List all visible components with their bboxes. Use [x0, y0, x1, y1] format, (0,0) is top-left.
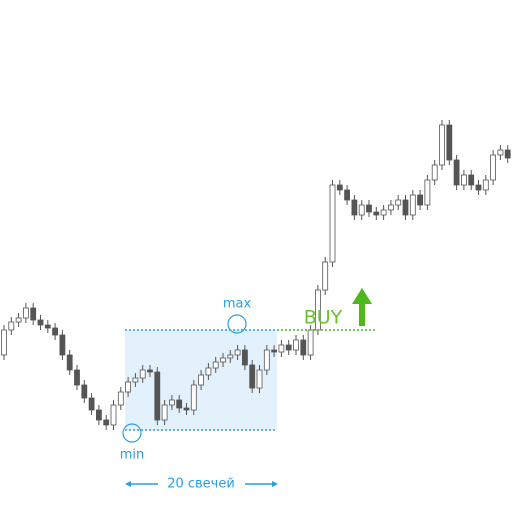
candle-body: [417, 194, 424, 206]
candle-body: [271, 349, 278, 353]
candle-body: [395, 199, 402, 206]
candle-body: [482, 179, 489, 191]
candle-body: [285, 344, 292, 351]
candle-body: [358, 204, 365, 216]
candle-body: [147, 369, 153, 373]
candle-body: [409, 194, 416, 216]
candle-body: [439, 124, 445, 166]
period-label: 20 свечей: [167, 477, 235, 492]
candle-body: [249, 364, 256, 389]
candle-body: [37, 319, 44, 326]
candle-body: [497, 149, 504, 156]
candle-body: [431, 164, 438, 181]
candle-body: [307, 329, 314, 356]
candle-body: [176, 399, 183, 409]
max-label: max: [223, 297, 252, 312]
candle-body: [336, 184, 343, 191]
candle-body: [103, 419, 110, 426]
candle-body: [380, 209, 387, 216]
candle-body: [504, 149, 511, 159]
candle-body: [278, 344, 285, 353]
candle-body: [205, 367, 212, 376]
candle-body: [88, 397, 95, 411]
min-circle: [122, 423, 142, 443]
candle-body: [117, 391, 124, 406]
candle-body: [490, 154, 497, 181]
candle-body: [74, 369, 80, 386]
candle-body: [154, 371, 161, 421]
candle-body: [460, 174, 467, 186]
candle-body: [161, 404, 168, 421]
candle-body: [52, 327, 58, 336]
candle-body: [263, 349, 270, 371]
candle-body: [424, 179, 431, 206]
candle-body: [81, 384, 88, 399]
candle-body: [96, 409, 102, 421]
candle-body: [446, 124, 453, 161]
candle-body: [139, 369, 146, 379]
period-arrow: [125, 481, 278, 487]
candle-body: [468, 174, 475, 186]
candle-body: [227, 354, 234, 359]
min-label: min: [120, 448, 145, 463]
candle-body: [387, 204, 394, 211]
candle-body: [220, 357, 226, 363]
candle-body: [110, 404, 117, 426]
candle-body: [475, 184, 482, 191]
candle-body: [59, 334, 66, 356]
candle-body: [300, 339, 307, 356]
candle-body: [366, 204, 372, 213]
candle-body: [198, 374, 205, 386]
max-circle: [227, 314, 247, 334]
candle-body: [241, 349, 248, 366]
candles: [1, 120, 511, 430]
candle-body: [132, 377, 139, 383]
candle-body: [234, 349, 241, 356]
buy-label: BUY: [304, 307, 343, 329]
candle-body: [344, 189, 351, 201]
candle-body: [190, 384, 197, 411]
buy-arrow: [352, 288, 372, 326]
candle-body: [402, 199, 409, 216]
candle-body: [15, 317, 22, 323]
candle-body: [1, 329, 7, 356]
candle-body: [8, 321, 15, 331]
candle-body: [66, 354, 73, 371]
candle-body: [256, 369, 263, 389]
candle-body: [453, 159, 460, 186]
candle-body: [30, 307, 37, 321]
candle-body: [293, 339, 299, 351]
candle-body: [22, 307, 29, 319]
candle-body: [373, 211, 380, 216]
candle-body: [125, 381, 131, 393]
candle-body: [212, 361, 219, 369]
candle-body: [329, 184, 336, 263]
candle-body: [168, 399, 175, 406]
candle-body: [322, 261, 329, 291]
candle-body: [183, 407, 190, 411]
candle-body: [351, 199, 358, 216]
candle-body: [44, 324, 51, 329]
